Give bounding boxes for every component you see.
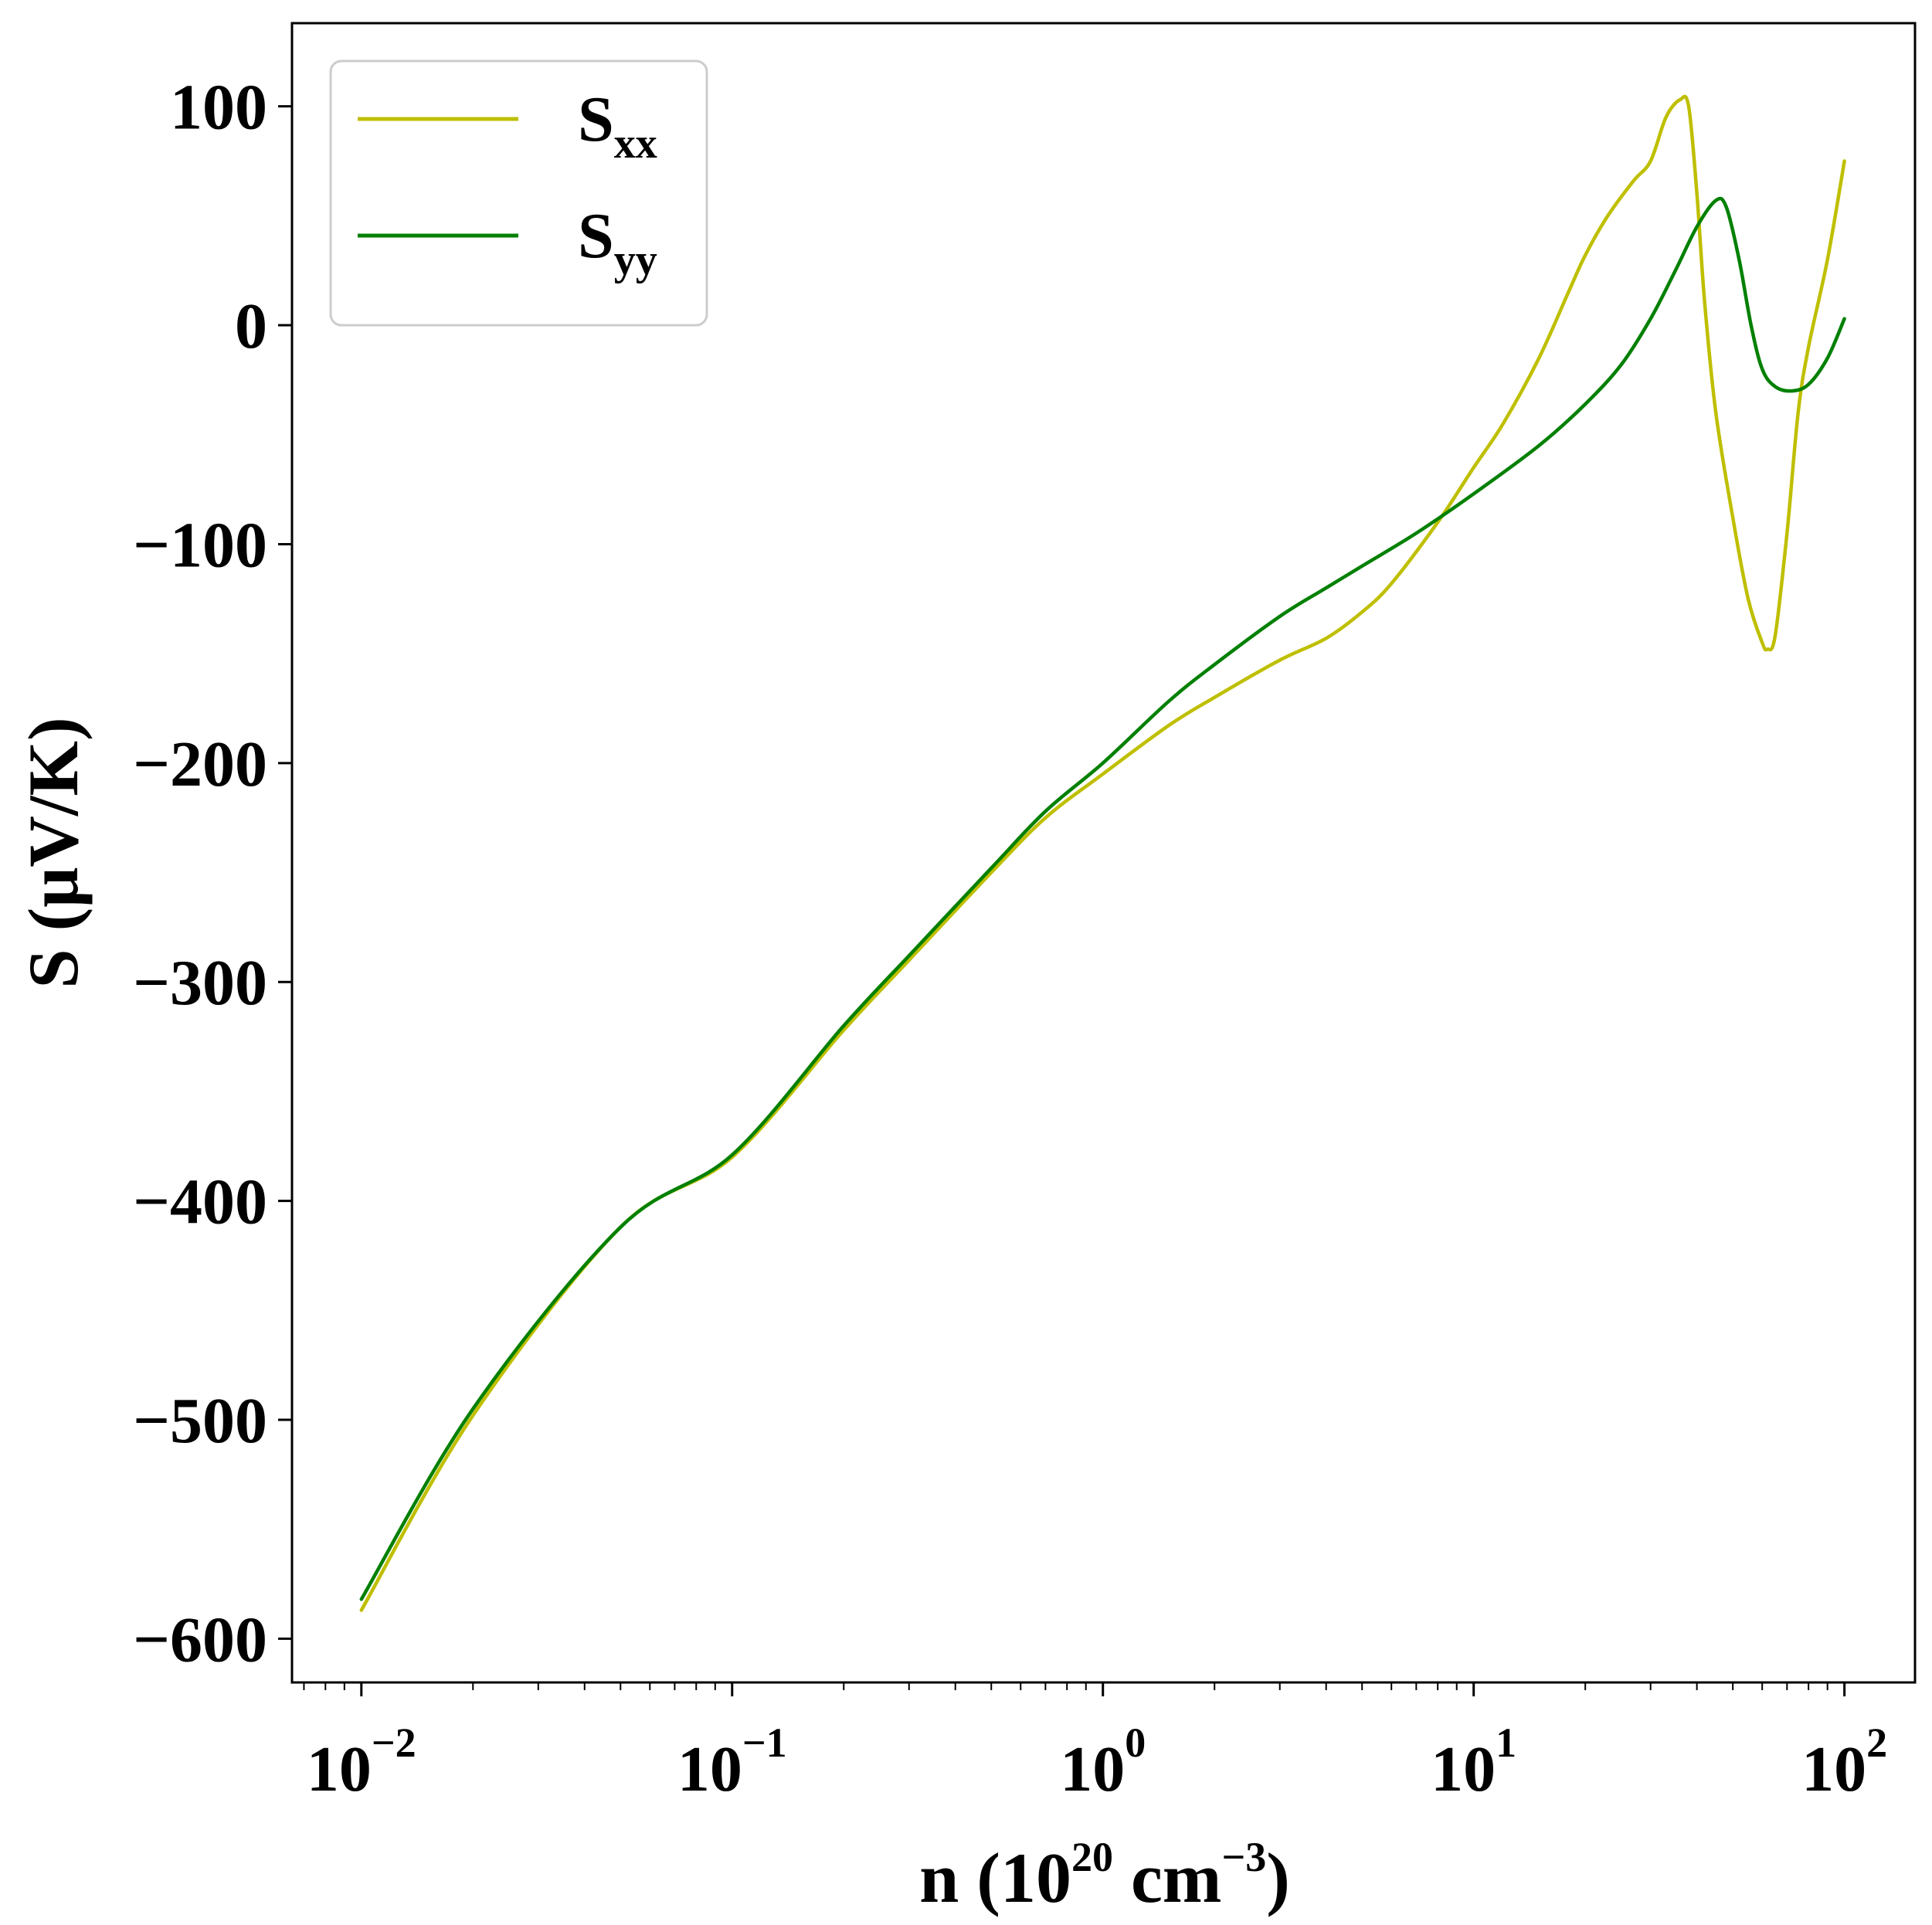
x-tick-exp: 1 [1496,1720,1516,1766]
y-tick-label: −100 [133,509,267,581]
x-tick-exp: 0 [1125,1720,1146,1766]
y-tick-label: −300 [133,947,267,1019]
y-tick-label: −400 [133,1166,267,1238]
x-tick-base: 10 [1060,1733,1125,1805]
y-tick-label: 0 [235,290,267,362]
x-tick-base: 10 [307,1733,372,1805]
x-tick-label: 101 [1431,1720,1516,1805]
x-tick-base: 10 [677,1733,742,1805]
x-axis-label-sup1: 20 [1071,1834,1113,1880]
y-axis-label: S (μV/K) [14,717,93,988]
y-tick-label: −600 [133,1604,267,1675]
series-lines [359,94,1846,1612]
x-tick-exp: 2 [1866,1720,1887,1766]
legend-label-sxx-main: S [578,83,614,155]
legend-label-sxx: Sxx [578,83,657,168]
y-tick-label: 100 [170,72,267,144]
series-line-syy [359,196,1846,1601]
y-tick-label: −500 [133,1385,267,1457]
x-tick-base: 10 [1431,1733,1496,1805]
legend-box [329,59,708,327]
x-axis-label-end: ) [1266,1838,1290,1917]
x-tick-exp: −2 [372,1720,416,1766]
series-line-sxx [359,94,1846,1612]
x-tick-base: 10 [1801,1733,1866,1805]
legend-label-sxx-sub: xx [614,120,657,168]
x-minor-ticks [303,1682,1828,1690]
x-tick-label: 102 [1801,1720,1887,1805]
x-tick-exp: −1 [742,1720,787,1766]
x-axis-ticks: 10−2 10−1 100 101 102 [307,1682,1887,1805]
legend-label-syy: Syy [578,200,657,284]
x-axis-label-mid: cm [1113,1838,1221,1917]
y-tick-label: −200 [133,728,267,800]
legend-label-syy-main: S [578,200,614,272]
x-axis-label: n (1020 cm−3) [919,1834,1290,1917]
legend: Sxx Syy [329,59,708,327]
legend-label-syy-sub: yy [614,236,657,284]
x-axis-label-sup2: −3 [1221,1834,1266,1880]
x-axis-label-base: n (10 [919,1838,1071,1917]
x-tick-label: 10−1 [677,1720,787,1805]
x-tick-label: 100 [1060,1720,1146,1805]
y-axis-ticks: 100 0 −100 −200 −300 −400 −500 −600 [133,72,292,1675]
x-tick-label: 10−2 [307,1720,416,1805]
